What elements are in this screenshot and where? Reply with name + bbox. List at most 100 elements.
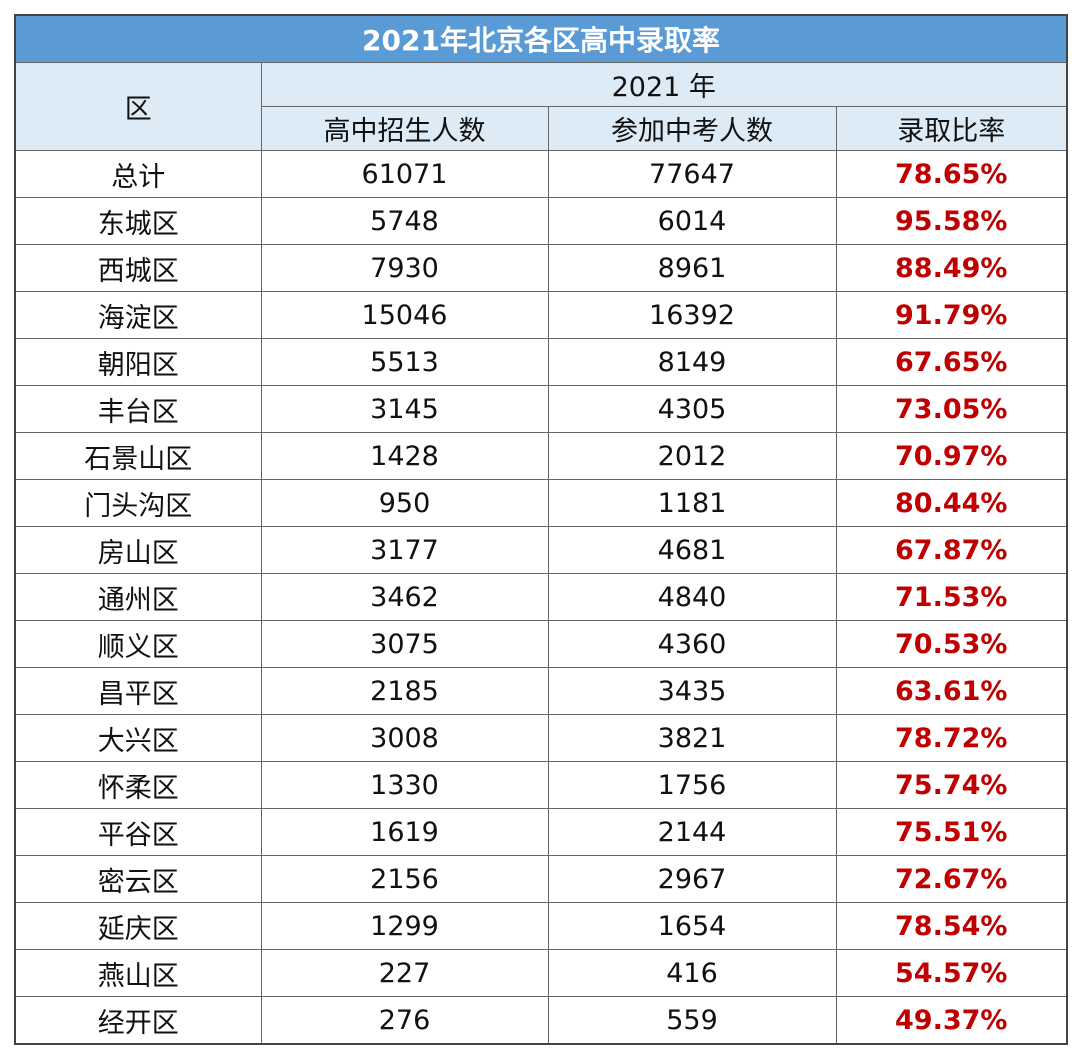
enrollment: 1619 <box>260 808 549 856</box>
examinees: 4360 <box>547 620 837 668</box>
admission-rate: 88.49% <box>835 244 1068 292</box>
column-header: 录取比率 <box>835 106 1068 151</box>
district: 东城区 <box>14 197 262 245</box>
admission-rate: 91.79% <box>835 291 1068 339</box>
data-row: 朝阳区 5513 8149 67.65% <box>14 338 1068 386</box>
admission-rate: 49.37% <box>835 996 1068 1045</box>
district: 大兴区 <box>14 714 262 762</box>
data-row: 石景山区 1428 2012 70.97% <box>14 432 1068 480</box>
admission-rate: 78.54% <box>835 902 1068 950</box>
examinees: 8149 <box>547 338 837 386</box>
enrollment: 1299 <box>260 902 549 950</box>
district: 朝阳区 <box>14 338 262 386</box>
year-header: 2021 年 <box>260 62 1068 107</box>
examinees: 1756 <box>547 761 837 809</box>
admission-table: 2021年北京各区高中录取率 区 2021 年 高中招生人数 参加中考人数 录取… <box>14 14 1068 1045</box>
district-header: 区 <box>14 62 262 151</box>
examinees: 4840 <box>547 573 837 621</box>
examinees: 3821 <box>547 714 837 762</box>
data-row: 平谷区 1619 2144 75.51% <box>14 808 1068 856</box>
enrollment: 3075 <box>260 620 549 668</box>
admission-rate: 67.65% <box>835 338 1068 386</box>
admission-rate: 67.87% <box>835 526 1068 574</box>
examinees: 1181 <box>547 479 837 527</box>
examinees: 4681 <box>547 526 837 574</box>
header-row: 区 2021 年 <box>14 62 1068 151</box>
admission-rate: 54.57% <box>835 949 1068 997</box>
district: 经开区 <box>14 996 262 1045</box>
examinees: 2144 <box>547 808 837 856</box>
data-row: 门头沟区 950 1181 80.44% <box>14 479 1068 527</box>
data-row: 海淀区 15046 16392 91.79% <box>14 291 1068 339</box>
district: 石景山区 <box>14 432 262 480</box>
enrollment: 950 <box>260 479 549 527</box>
data-row: 燕山区 227 416 54.57% <box>14 949 1068 997</box>
data-row: 总计 61071 77647 78.65% <box>14 150 1068 198</box>
enrollment: 5748 <box>260 197 549 245</box>
data-row: 丰台区 3145 4305 73.05% <box>14 385 1068 433</box>
data-row: 延庆区 1299 1654 78.54% <box>14 902 1068 950</box>
district: 门头沟区 <box>14 479 262 527</box>
examinees: 559 <box>547 996 837 1045</box>
admission-rate: 70.53% <box>835 620 1068 668</box>
data-row: 怀柔区 1330 1756 75.74% <box>14 761 1068 809</box>
table-title: 2021年北京各区高中录取率 <box>14 14 1068 63</box>
enrollment: 227 <box>260 949 549 997</box>
district: 房山区 <box>14 526 262 574</box>
examinees: 16392 <box>547 291 837 339</box>
examinees: 1654 <box>547 902 837 950</box>
data-row: 西城区 7930 8961 88.49% <box>14 244 1068 292</box>
examinees: 6014 <box>547 197 837 245</box>
examinees: 416 <box>547 949 837 997</box>
data-row: 东城区 5748 6014 95.58% <box>14 197 1068 245</box>
data-row: 密云区 2156 2967 72.67% <box>14 855 1068 903</box>
examinees: 3435 <box>547 667 837 715</box>
district: 海淀区 <box>14 291 262 339</box>
district: 顺义区 <box>14 620 262 668</box>
district: 燕山区 <box>14 949 262 997</box>
district: 怀柔区 <box>14 761 262 809</box>
table-body: 2021年北京各区高中录取率 区 2021 年 高中招生人数 参加中考人数 录取… <box>14 14 1068 1045</box>
enrollment: 7930 <box>260 244 549 292</box>
district: 密云区 <box>14 855 262 903</box>
data-row: 房山区 3177 4681 67.87% <box>14 526 1068 574</box>
examinees: 77647 <box>547 150 837 198</box>
admission-rate: 75.74% <box>835 761 1068 809</box>
examinees: 4305 <box>547 385 837 433</box>
admission-rate: 78.72% <box>835 714 1068 762</box>
district: 西城区 <box>14 244 262 292</box>
district: 平谷区 <box>14 808 262 856</box>
admission-rate: 71.53% <box>835 573 1068 621</box>
data-row: 昌平区 2185 3435 63.61% <box>14 667 1068 715</box>
admission-rate: 80.44% <box>835 479 1068 527</box>
data-row: 经开区 276 559 49.37% <box>14 996 1068 1045</box>
admission-rate: 75.51% <box>835 808 1068 856</box>
enrollment: 3177 <box>260 526 549 574</box>
data-row: 大兴区 3008 3821 78.72% <box>14 714 1068 762</box>
enrollment: 2156 <box>260 855 549 903</box>
examinees: 2967 <box>547 855 837 903</box>
admission-rate: 78.65% <box>835 150 1068 198</box>
enrollment: 2185 <box>260 667 549 715</box>
enrollment: 3145 <box>260 385 549 433</box>
admission-rate: 72.67% <box>835 855 1068 903</box>
enrollment: 15046 <box>260 291 549 339</box>
enrollment: 3008 <box>260 714 549 762</box>
district: 延庆区 <box>14 902 262 950</box>
district: 昌平区 <box>14 667 262 715</box>
enrollment: 1330 <box>260 761 549 809</box>
enrollment: 61071 <box>260 150 549 198</box>
admission-rate: 63.61% <box>835 667 1068 715</box>
data-row: 通州区 3462 4840 71.53% <box>14 573 1068 621</box>
examinees: 8961 <box>547 244 837 292</box>
admission-rate: 73.05% <box>835 385 1068 433</box>
district: 丰台区 <box>14 385 262 433</box>
district: 通州区 <box>14 573 262 621</box>
header-row: 高中招生人数 参加中考人数 录取比率 <box>15 106 1068 151</box>
examinees: 2012 <box>547 432 837 480</box>
enrollment: 5513 <box>260 338 549 386</box>
enrollment: 3462 <box>260 573 549 621</box>
title-row: 2021年北京各区高中录取率 <box>14 14 1068 63</box>
admission-rate: 70.97% <box>835 432 1068 480</box>
